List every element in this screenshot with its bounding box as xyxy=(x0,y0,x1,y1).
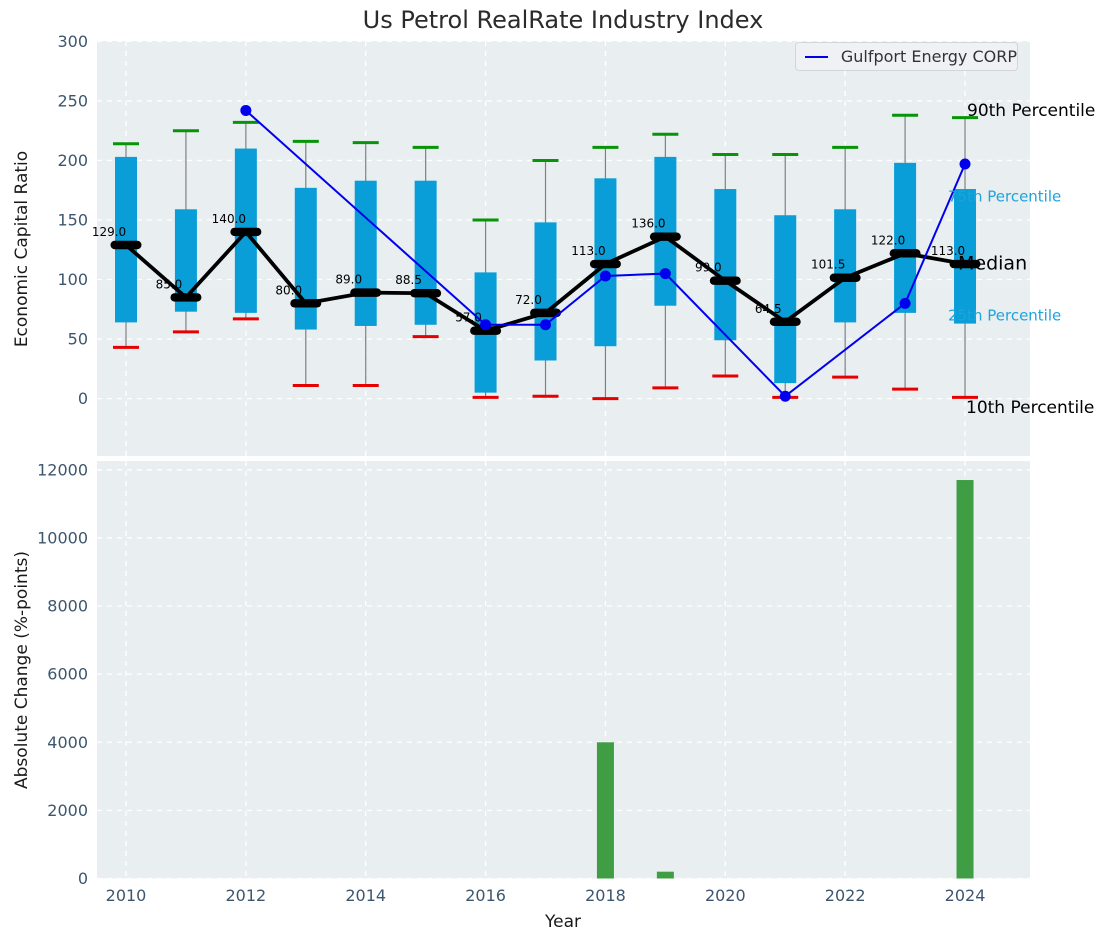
median-marker xyxy=(110,240,142,250)
top-y-tick-label: 0 xyxy=(78,389,88,408)
company-point xyxy=(899,297,911,309)
median-marker xyxy=(350,288,382,297)
median-value-label: 72.0 xyxy=(515,293,542,307)
median-marker xyxy=(470,326,502,335)
percentile-box xyxy=(894,162,917,313)
percentile-box xyxy=(954,189,977,324)
x-tick-label: 2016 xyxy=(465,886,506,905)
company-point xyxy=(599,270,611,282)
median-value-label: 99.0 xyxy=(695,261,722,275)
median-value-label: 85.0 xyxy=(156,277,183,291)
percentile-box xyxy=(414,180,437,325)
x-tick-label: 2022 xyxy=(825,886,866,905)
x-tick-label: 2024 xyxy=(945,886,986,905)
median-value-label: 122.0 xyxy=(871,233,905,247)
company-point xyxy=(779,390,791,402)
legend-label: Gulfport Energy CORP xyxy=(840,47,1017,66)
bottom-y-tick-label: 0 xyxy=(78,869,88,888)
median-marker xyxy=(589,259,621,269)
top-y-axis-label: Economic Capital Ratio xyxy=(12,150,32,348)
median-value-label: 129.0 xyxy=(92,225,126,239)
median-marker xyxy=(530,308,562,318)
median-value-label: 140.0 xyxy=(212,212,246,226)
company-point xyxy=(240,104,252,116)
median-marker xyxy=(709,276,741,285)
percentile-box xyxy=(174,209,197,312)
median-marker xyxy=(410,289,442,298)
x-tick-label: 2012 xyxy=(226,886,267,905)
bottom-y-tick-label: 12000 xyxy=(37,460,88,479)
percentile-box xyxy=(294,187,317,330)
percentile-box xyxy=(534,222,557,361)
percentile-box xyxy=(115,156,137,323)
percentile-box xyxy=(354,180,377,326)
top-y-tick-label: 250 xyxy=(57,91,88,110)
x-tick-label: 2018 xyxy=(585,886,626,905)
top-y-tick-label: 50 xyxy=(68,330,88,349)
percentile-box xyxy=(714,189,737,341)
percentile-box xyxy=(774,215,797,384)
change-bar xyxy=(596,742,614,879)
median-marker xyxy=(829,273,861,282)
median-marker xyxy=(949,259,981,269)
median-marker xyxy=(170,293,202,302)
change-bar xyxy=(956,480,974,879)
median-marker xyxy=(649,232,681,241)
annotation-25th-percentile: 25th Percentile xyxy=(948,306,1061,324)
company-point xyxy=(659,268,671,280)
top-y-tick-label: 150 xyxy=(57,210,88,229)
median-value-label: 136.0 xyxy=(631,217,665,231)
median-value-label: 88.5 xyxy=(395,273,422,287)
x-tick-label: 2020 xyxy=(705,886,746,905)
chart-title: Us Petrol RealRate Industry Index xyxy=(362,6,764,34)
top-y-tick-label: 200 xyxy=(57,151,88,170)
top-y-tick-label: 300 xyxy=(57,32,88,51)
annotation-median: Median xyxy=(958,253,1027,275)
annotation-75th-percentile: 75th Percentile xyxy=(948,187,1061,205)
company-line xyxy=(245,109,966,398)
median-value-label: 64.5 xyxy=(755,302,782,316)
bottom-y-tick-label: 4000 xyxy=(47,733,88,752)
annotation-90th-percentile: 90th Percentile xyxy=(967,101,1095,121)
company-point xyxy=(480,319,492,331)
bottom-y-tick-label: 10000 xyxy=(37,528,88,547)
top-y-tick-label: 100 xyxy=(57,270,88,289)
median-value-label: 89.0 xyxy=(335,273,362,287)
x-tick-label: 2014 xyxy=(345,886,386,905)
median-marker xyxy=(230,227,262,237)
change-bar xyxy=(656,871,674,879)
median-value-label: 113.0 xyxy=(931,244,965,258)
bottom-y-tick-label: 8000 xyxy=(47,597,88,616)
median-marker xyxy=(290,299,322,308)
percentile-box xyxy=(834,209,857,323)
bottom-y-tick-label: 6000 xyxy=(47,665,88,684)
median-marker xyxy=(769,317,801,326)
bottom-plot-area xyxy=(97,461,1030,879)
company-point xyxy=(540,319,552,331)
company-point xyxy=(959,158,971,170)
x-axis-label: Year xyxy=(545,912,581,932)
median-value-label: 80.0 xyxy=(275,283,302,297)
median-value-label: 101.5 xyxy=(811,258,845,272)
median-value-label: 113.0 xyxy=(571,244,605,258)
annotation-10th-percentile: 10th Percentile xyxy=(966,398,1094,418)
bottom-y-tick-label: 2000 xyxy=(47,801,88,820)
legend: Gulfport Energy CORP xyxy=(795,42,1018,71)
bottom-y-axis-label: Absolute Change (%-points) xyxy=(12,551,32,789)
legend-line-icon xyxy=(805,55,828,58)
x-tick-label: 2010 xyxy=(106,886,147,905)
percentile-box xyxy=(654,156,677,306)
median-marker xyxy=(889,249,921,258)
